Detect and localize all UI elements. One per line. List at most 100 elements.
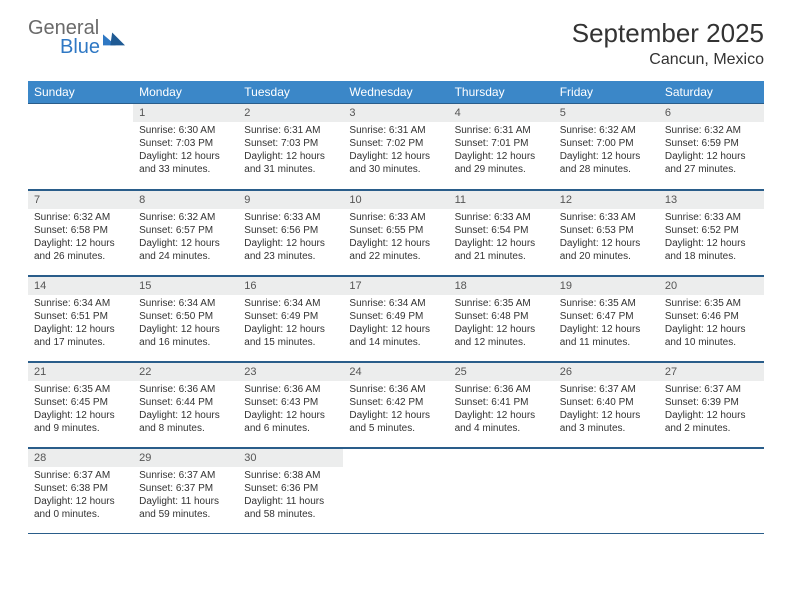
sunrise-line: Sunrise: 6:33 AM xyxy=(455,211,548,224)
daylight-line: Daylight: 12 hours and 11 minutes. xyxy=(560,323,653,349)
daylight-line: Daylight: 12 hours and 29 minutes. xyxy=(455,150,548,176)
day-number: 13 xyxy=(659,190,764,209)
calendar-row: 1Sunrise: 6:30 AMSunset: 7:03 PMDaylight… xyxy=(28,103,764,189)
day-number: 14 xyxy=(28,276,133,295)
day-number: 2 xyxy=(238,103,343,122)
sunrise-line: Sunrise: 6:31 AM xyxy=(349,124,442,137)
day-number: 8 xyxy=(133,190,238,209)
weekday-header-row: Sunday Monday Tuesday Wednesday Thursday… xyxy=(28,81,764,103)
sunrise-line: Sunrise: 6:37 AM xyxy=(34,469,127,482)
day-details: Sunrise: 6:35 AMSunset: 6:48 PMDaylight:… xyxy=(449,295,554,355)
daylight-line: Daylight: 12 hours and 31 minutes. xyxy=(244,150,337,176)
daylight-line: Daylight: 12 hours and 16 minutes. xyxy=(139,323,232,349)
sunrise-line: Sunrise: 6:35 AM xyxy=(665,297,758,310)
sunset-line: Sunset: 6:39 PM xyxy=(665,396,758,409)
daylight-line: Daylight: 12 hours and 15 minutes. xyxy=(244,323,337,349)
calendar-cell: 16Sunrise: 6:34 AMSunset: 6:49 PMDayligh… xyxy=(238,275,343,361)
sunset-line: Sunset: 7:03 PM xyxy=(139,137,232,150)
calendar-cell: 24Sunrise: 6:36 AMSunset: 6:42 PMDayligh… xyxy=(343,361,448,447)
day-details: Sunrise: 6:37 AMSunset: 6:39 PMDaylight:… xyxy=(659,381,764,441)
calendar-cell: 19Sunrise: 6:35 AMSunset: 6:47 PMDayligh… xyxy=(554,275,659,361)
day-number: 22 xyxy=(133,362,238,381)
day-details: Sunrise: 6:31 AMSunset: 7:01 PMDaylight:… xyxy=(449,122,554,182)
sunset-line: Sunset: 6:53 PM xyxy=(560,224,653,237)
sunrise-line: Sunrise: 6:37 AM xyxy=(560,383,653,396)
calendar-cell: 27Sunrise: 6:37 AMSunset: 6:39 PMDayligh… xyxy=(659,361,764,447)
sunset-line: Sunset: 6:36 PM xyxy=(244,482,337,495)
day-number: 9 xyxy=(238,190,343,209)
calendar-cell xyxy=(659,447,764,533)
empty-day xyxy=(343,448,448,467)
day-number: 5 xyxy=(554,103,659,122)
daylight-line: Daylight: 12 hours and 22 minutes. xyxy=(349,237,442,263)
sunset-line: Sunset: 6:49 PM xyxy=(349,310,442,323)
day-details: Sunrise: 6:33 AMSunset: 6:52 PMDaylight:… xyxy=(659,209,764,269)
daylight-line: Daylight: 12 hours and 30 minutes. xyxy=(349,150,442,176)
day-details: Sunrise: 6:34 AMSunset: 6:49 PMDaylight:… xyxy=(238,295,343,355)
day-details: Sunrise: 6:37 AMSunset: 6:40 PMDaylight:… xyxy=(554,381,659,441)
day-number: 26 xyxy=(554,362,659,381)
day-number: 1 xyxy=(133,103,238,122)
sunset-line: Sunset: 6:58 PM xyxy=(34,224,127,237)
weekday-header: Sunday xyxy=(28,81,133,103)
day-details: Sunrise: 6:34 AMSunset: 6:50 PMDaylight:… xyxy=(133,295,238,355)
sunset-line: Sunset: 6:55 PM xyxy=(349,224,442,237)
day-number: 11 xyxy=(449,190,554,209)
sunrise-line: Sunrise: 6:35 AM xyxy=(455,297,548,310)
calendar-cell: 14Sunrise: 6:34 AMSunset: 6:51 PMDayligh… xyxy=(28,275,133,361)
calendar-table: Sunday Monday Tuesday Wednesday Thursday… xyxy=(28,81,764,534)
sunrise-line: Sunrise: 6:31 AM xyxy=(455,124,548,137)
calendar-row: 7Sunrise: 6:32 AMSunset: 6:58 PMDaylight… xyxy=(28,189,764,275)
sunrise-line: Sunrise: 6:34 AM xyxy=(349,297,442,310)
sunset-line: Sunset: 6:48 PM xyxy=(455,310,548,323)
header: General Blue September 2025 Cancun, Mexi… xyxy=(28,18,764,69)
sunset-line: Sunset: 6:54 PM xyxy=(455,224,548,237)
sunset-line: Sunset: 7:03 PM xyxy=(244,137,337,150)
day-details: Sunrise: 6:34 AMSunset: 6:49 PMDaylight:… xyxy=(343,295,448,355)
sunset-line: Sunset: 6:38 PM xyxy=(34,482,127,495)
day-details: Sunrise: 6:33 AMSunset: 6:53 PMDaylight:… xyxy=(554,209,659,269)
sunset-line: Sunset: 6:56 PM xyxy=(244,224,337,237)
calendar-row: 28Sunrise: 6:37 AMSunset: 6:38 PMDayligh… xyxy=(28,447,764,533)
day-details: Sunrise: 6:37 AMSunset: 6:38 PMDaylight:… xyxy=(28,467,133,527)
calendar-cell: 3Sunrise: 6:31 AMSunset: 7:02 PMDaylight… xyxy=(343,103,448,189)
day-details: Sunrise: 6:34 AMSunset: 6:51 PMDaylight:… xyxy=(28,295,133,355)
sunset-line: Sunset: 6:43 PM xyxy=(244,396,337,409)
day-details: Sunrise: 6:35 AMSunset: 6:45 PMDaylight:… xyxy=(28,381,133,441)
calendar-cell: 12Sunrise: 6:33 AMSunset: 6:53 PMDayligh… xyxy=(554,189,659,275)
daylight-line: Daylight: 12 hours and 23 minutes. xyxy=(244,237,337,263)
calendar-cell: 9Sunrise: 6:33 AMSunset: 6:56 PMDaylight… xyxy=(238,189,343,275)
calendar-cell: 23Sunrise: 6:36 AMSunset: 6:43 PMDayligh… xyxy=(238,361,343,447)
calendar-cell: 22Sunrise: 6:36 AMSunset: 6:44 PMDayligh… xyxy=(133,361,238,447)
empty-day xyxy=(449,448,554,467)
sunrise-line: Sunrise: 6:38 AM xyxy=(244,469,337,482)
daylight-line: Daylight: 12 hours and 18 minutes. xyxy=(665,237,758,263)
day-details: Sunrise: 6:30 AMSunset: 7:03 PMDaylight:… xyxy=(133,122,238,182)
sunset-line: Sunset: 7:01 PM xyxy=(455,137,548,150)
day-number: 10 xyxy=(343,190,448,209)
sunrise-line: Sunrise: 6:32 AM xyxy=(665,124,758,137)
day-details: Sunrise: 6:33 AMSunset: 6:54 PMDaylight:… xyxy=(449,209,554,269)
day-details: Sunrise: 6:32 AMSunset: 6:59 PMDaylight:… xyxy=(659,122,764,182)
daylight-line: Daylight: 12 hours and 24 minutes. xyxy=(139,237,232,263)
daylight-line: Daylight: 12 hours and 10 minutes. xyxy=(665,323,758,349)
calendar-cell: 13Sunrise: 6:33 AMSunset: 6:52 PMDayligh… xyxy=(659,189,764,275)
calendar-cell: 15Sunrise: 6:34 AMSunset: 6:50 PMDayligh… xyxy=(133,275,238,361)
daylight-line: Daylight: 12 hours and 27 minutes. xyxy=(665,150,758,176)
sunrise-line: Sunrise: 6:36 AM xyxy=(455,383,548,396)
calendar-row: 21Sunrise: 6:35 AMSunset: 6:45 PMDayligh… xyxy=(28,361,764,447)
sunrise-line: Sunrise: 6:35 AM xyxy=(34,383,127,396)
day-details: Sunrise: 6:36 AMSunset: 6:43 PMDaylight:… xyxy=(238,381,343,441)
sunset-line: Sunset: 6:49 PM xyxy=(244,310,337,323)
empty-day xyxy=(659,448,764,467)
sunrise-line: Sunrise: 6:32 AM xyxy=(139,211,232,224)
logo: General Blue xyxy=(28,18,125,57)
sunset-line: Sunset: 6:52 PM xyxy=(665,224,758,237)
calendar-cell: 28Sunrise: 6:37 AMSunset: 6:38 PMDayligh… xyxy=(28,447,133,533)
day-number: 25 xyxy=(449,362,554,381)
day-details: Sunrise: 6:36 AMSunset: 6:42 PMDaylight:… xyxy=(343,381,448,441)
day-details: Sunrise: 6:38 AMSunset: 6:36 PMDaylight:… xyxy=(238,467,343,527)
calendar-cell: 1Sunrise: 6:30 AMSunset: 7:03 PMDaylight… xyxy=(133,103,238,189)
daylight-line: Daylight: 12 hours and 9 minutes. xyxy=(34,409,127,435)
sunrise-line: Sunrise: 6:37 AM xyxy=(139,469,232,482)
